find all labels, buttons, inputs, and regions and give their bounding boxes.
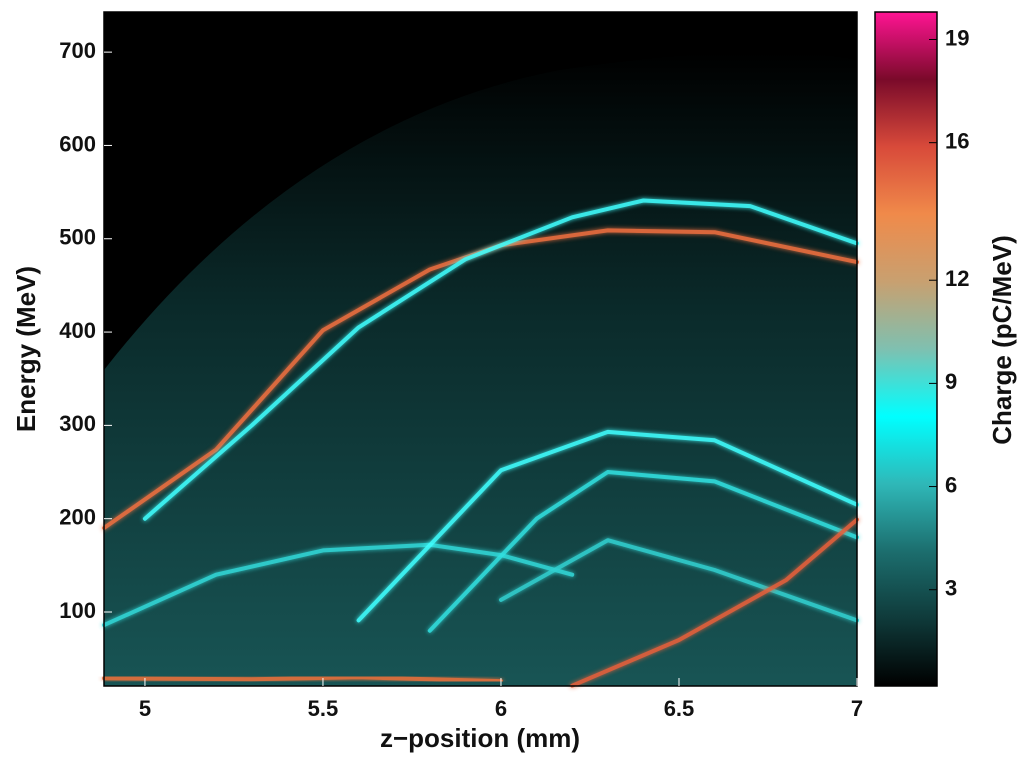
colorbar-tick-label: 9 (945, 369, 957, 394)
y-tick-label: 600 (59, 131, 96, 156)
y-tick-label: 400 (59, 318, 96, 343)
y-tick-label: 100 (59, 598, 96, 623)
colorbar-tick-label: 19 (945, 25, 969, 50)
y-tick-label: 200 (59, 505, 96, 530)
charge-ridge (499, 538, 859, 623)
colorbar-tick-label: 12 (945, 266, 969, 291)
colorbar (874, 11, 938, 687)
charge-ridge (142, 198, 859, 521)
y-tick-label: 500 (59, 225, 96, 250)
y-axis-label: Energy (MeV) (11, 266, 41, 432)
y-tick-label: 300 (59, 411, 96, 436)
x-tick-label: 5.5 (308, 696, 339, 721)
x-tick-label: 6.5 (664, 696, 695, 721)
haze (104, 52, 857, 686)
charge-ridge (102, 675, 503, 684)
charge-ridge (570, 517, 859, 688)
x-tick-label: 7 (851, 696, 863, 721)
charge-ridge (356, 429, 859, 623)
x-axis-label: z−position (mm) (380, 723, 580, 753)
colorbar-tick-label: 16 (945, 128, 969, 153)
plot-frame (103, 11, 858, 687)
x-tick-label: 5 (139, 696, 151, 721)
colorbar-label: Charge (pC/MeV) (987, 235, 1017, 444)
colorbar-tick-label: 3 (945, 576, 957, 601)
y-tick-label: 700 (59, 38, 96, 63)
charge-ridge (102, 542, 575, 628)
x-tick-label: 6 (495, 696, 507, 721)
colorbar-tick-label: 6 (945, 472, 957, 497)
charge-ridge (427, 470, 859, 633)
